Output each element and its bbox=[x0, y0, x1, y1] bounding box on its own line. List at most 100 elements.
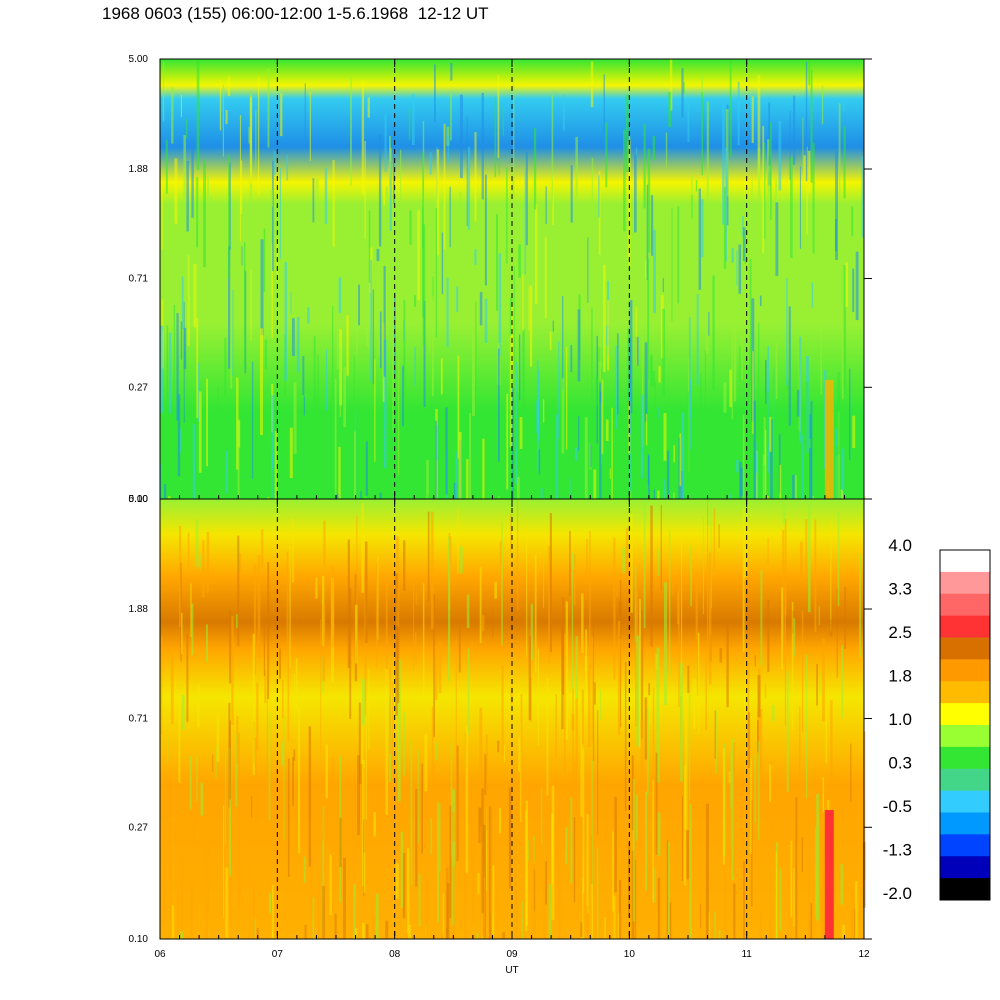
texture-streak bbox=[237, 797, 240, 884]
texture-streak bbox=[725, 147, 727, 262]
texture-streak bbox=[479, 292, 483, 326]
texture-streak bbox=[455, 451, 458, 499]
texture-streak bbox=[415, 632, 417, 665]
texture-streak bbox=[273, 150, 276, 175]
texture-streak bbox=[163, 484, 167, 499]
texture-streak bbox=[237, 535, 240, 647]
texture-streak bbox=[170, 653, 174, 725]
texture-streak bbox=[350, 234, 352, 337]
texture-streak bbox=[253, 564, 257, 675]
texture-streak bbox=[458, 432, 462, 499]
texture-streak bbox=[349, 588, 352, 719]
texture-streak bbox=[266, 419, 270, 475]
texture-streak bbox=[818, 606, 820, 625]
texture-streak bbox=[812, 495, 814, 499]
texture-streak bbox=[334, 379, 337, 496]
texture-streak bbox=[665, 132, 668, 168]
texture-streak bbox=[580, 712, 583, 817]
texture-streak bbox=[622, 547, 625, 573]
texture-streak bbox=[591, 157, 594, 238]
texture-streak bbox=[389, 136, 391, 186]
texture-streak bbox=[322, 781, 324, 841]
texture-streak bbox=[363, 767, 365, 829]
texture-streak bbox=[354, 431, 356, 499]
texture-streak bbox=[196, 59, 200, 171]
texture-streak bbox=[498, 348, 500, 462]
texture-streak bbox=[555, 414, 559, 499]
texture-streak bbox=[632, 778, 635, 922]
texture-streak bbox=[177, 889, 179, 939]
texture-streak bbox=[357, 755, 360, 835]
texture-streak bbox=[360, 689, 364, 764]
texture-streak bbox=[733, 284, 737, 402]
texture-streak bbox=[198, 391, 202, 473]
texture-streak bbox=[377, 230, 379, 265]
texture-streak bbox=[688, 681, 691, 801]
texture-streak bbox=[179, 428, 182, 453]
texture-streak bbox=[558, 815, 561, 939]
texture-streak bbox=[793, 618, 796, 657]
texture-streak bbox=[383, 339, 387, 469]
texture-streak bbox=[225, 110, 228, 125]
texture-streak bbox=[569, 477, 571, 499]
texture-streak bbox=[767, 537, 769, 564]
texture-streak bbox=[239, 553, 242, 573]
texture-streak bbox=[492, 609, 494, 637]
texture-streak bbox=[803, 155, 807, 185]
texture-streak bbox=[673, 492, 675, 499]
texture-streak bbox=[435, 742, 438, 761]
colorbar-level bbox=[940, 768, 990, 792]
texture-streak bbox=[644, 697, 648, 760]
texture-streak bbox=[623, 129, 626, 232]
colorbar-level bbox=[940, 681, 990, 704]
texture-streak bbox=[347, 539, 350, 668]
texture-streak bbox=[681, 796, 683, 881]
texture-streak bbox=[616, 574, 619, 598]
texture-streak bbox=[747, 229, 750, 348]
texture-streak bbox=[509, 464, 513, 499]
texture-streak bbox=[434, 64, 436, 122]
texture-streak bbox=[364, 141, 366, 239]
texture-streak bbox=[639, 599, 641, 749]
texture-streak bbox=[704, 350, 706, 475]
texture-streak bbox=[510, 514, 512, 551]
texture-streak bbox=[758, 741, 760, 841]
texture-streak bbox=[279, 648, 282, 679]
texture-streak bbox=[757, 668, 761, 778]
colorbar-level bbox=[940, 571, 990, 595]
texture-streak bbox=[435, 420, 437, 499]
texture-streak bbox=[383, 266, 386, 377]
texture-streak bbox=[707, 312, 710, 336]
texture-streak bbox=[820, 310, 822, 395]
colorbar-level bbox=[940, 550, 990, 573]
texture-streak bbox=[367, 97, 370, 118]
texture-streak bbox=[271, 395, 275, 469]
texture-streak bbox=[219, 79, 222, 131]
texture-streak bbox=[812, 143, 815, 254]
texture-streak bbox=[484, 298, 488, 343]
texture-streak bbox=[501, 665, 504, 756]
y-tick-label: 0.71 bbox=[129, 274, 149, 285]
texture-streak bbox=[793, 95, 796, 165]
texture-streak bbox=[536, 360, 539, 470]
texture-streak bbox=[431, 295, 434, 396]
texture-streak bbox=[338, 277, 342, 313]
texture-streak bbox=[631, 755, 634, 831]
texture-streak bbox=[802, 435, 804, 499]
texture-streak bbox=[822, 639, 825, 722]
texture-streak bbox=[754, 655, 756, 667]
texture-streak bbox=[701, 73, 703, 97]
texture-streak bbox=[741, 268, 743, 381]
texture-streak bbox=[733, 742, 736, 876]
texture-streak bbox=[373, 812, 376, 837]
texture-streak bbox=[417, 210, 421, 301]
texture-streak bbox=[161, 186, 163, 250]
texture-streak bbox=[204, 833, 206, 893]
texture-streak bbox=[555, 769, 558, 869]
texture-streak bbox=[668, 842, 670, 939]
texture-streak bbox=[378, 134, 382, 247]
texture-streak bbox=[332, 306, 334, 400]
texture-streak bbox=[578, 416, 580, 451]
texture-streak bbox=[695, 180, 698, 192]
texture-streak bbox=[723, 382, 727, 413]
